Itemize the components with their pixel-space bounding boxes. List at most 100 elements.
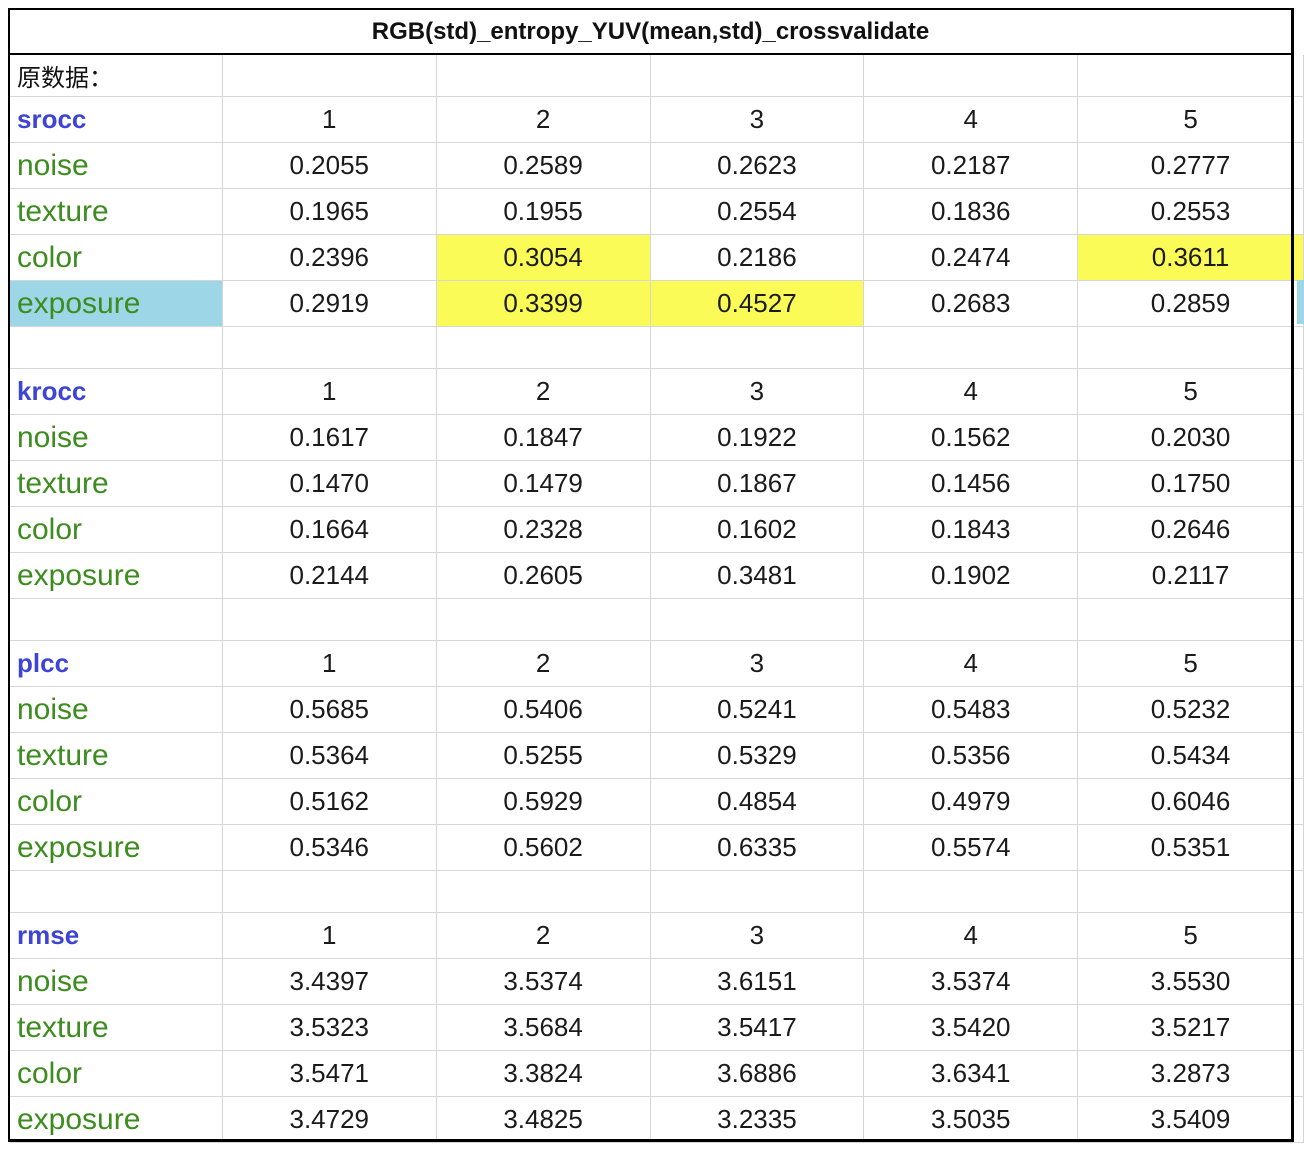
value-cell[interactable]: 0.2553 <box>1078 189 1304 235</box>
value-cell[interactable]: 0.4979 <box>864 779 1079 825</box>
column-header[interactable]: 3 <box>650 641 865 687</box>
value-cell[interactable]: 0.2186 <box>650 235 865 281</box>
value-cell[interactable]: 0.3054 <box>436 235 651 281</box>
value-cell[interactable]: 0.3481 <box>650 553 865 599</box>
value-cell[interactable]: 0.2187 <box>864 143 1079 189</box>
value-cell[interactable]: 0.1470 <box>222 461 437 507</box>
column-header[interactable]: 1 <box>222 369 437 415</box>
value-cell[interactable]: 3.5684 <box>436 1005 651 1051</box>
column-header[interactable]: 5 <box>1078 369 1304 415</box>
column-header[interactable]: 2 <box>436 369 651 415</box>
value-cell[interactable]: 3.5217 <box>1078 1005 1304 1051</box>
value-cell[interactable]: 0.5232 <box>1078 687 1304 733</box>
empty-cell[interactable] <box>222 327 437 369</box>
value-cell[interactable]: 3.2335 <box>650 1097 865 1143</box>
value-cell[interactable]: 3.5374 <box>864 959 1079 1005</box>
value-cell[interactable]: 0.2474 <box>864 235 1079 281</box>
value-cell[interactable]: 0.1664 <box>222 507 437 553</box>
value-cell[interactable]: 0.6046 <box>1078 779 1304 825</box>
empty-cell[interactable] <box>864 871 1079 913</box>
value-cell[interactable]: 0.5255 <box>436 733 651 779</box>
section-name[interactable]: srocc <box>10 97 223 143</box>
value-cell[interactable]: 3.5374 <box>436 959 651 1005</box>
empty-cell[interactable] <box>436 599 651 641</box>
value-cell[interactable]: 0.1602 <box>650 507 865 553</box>
value-cell[interactable]: 3.5035 <box>864 1097 1079 1143</box>
value-cell[interactable]: 3.5323 <box>222 1005 437 1051</box>
value-cell[interactable]: 0.1562 <box>864 415 1079 461</box>
column-header[interactable]: 5 <box>1078 641 1304 687</box>
value-cell[interactable]: 3.2873 <box>1078 1051 1304 1097</box>
value-cell[interactable]: 3.4397 <box>222 959 437 1005</box>
row-label[interactable]: texture <box>10 189 223 235</box>
value-cell[interactable]: 0.2646 <box>1078 507 1304 553</box>
value-cell[interactable]: 0.5162 <box>222 779 437 825</box>
value-cell[interactable]: 0.5406 <box>436 687 651 733</box>
value-cell[interactable]: 0.1836 <box>864 189 1079 235</box>
value-cell[interactable]: 0.1922 <box>650 415 865 461</box>
column-header[interactable]: 3 <box>650 97 865 143</box>
value-cell[interactable]: 0.5364 <box>222 733 437 779</box>
empty-cell[interactable] <box>10 599 223 641</box>
value-cell[interactable]: 3.6886 <box>650 1051 865 1097</box>
sheet-title[interactable]: RGB(std)_entropy_YUV(mean,std)_crossvali… <box>371 17 930 45</box>
value-cell[interactable]: 0.1750 <box>1078 461 1304 507</box>
empty-cell[interactable] <box>436 871 651 913</box>
empty-cell[interactable] <box>1078 599 1304 641</box>
row-label[interactable]: color <box>10 507 223 553</box>
value-cell[interactable]: 0.5241 <box>650 687 865 733</box>
value-cell[interactable]: 0.5434 <box>1078 733 1304 779</box>
row-label[interactable]: color <box>10 235 223 281</box>
value-cell[interactable]: 3.3824 <box>436 1051 651 1097</box>
value-cell[interactable]: 0.2777 <box>1078 143 1304 189</box>
row-label[interactable]: exposure <box>10 825 223 871</box>
value-cell[interactable]: 0.4527 <box>650 281 865 327</box>
value-cell[interactable]: 0.1843 <box>864 507 1079 553</box>
value-cell[interactable]: 0.5346 <box>222 825 437 871</box>
value-cell[interactable]: 0.2589 <box>436 143 651 189</box>
empty-cell[interactable] <box>222 55 437 97</box>
row-label[interactable]: noise <box>10 959 223 1005</box>
empty-cell[interactable] <box>650 871 865 913</box>
value-cell[interactable]: 0.2396 <box>222 235 437 281</box>
empty-cell[interactable] <box>864 599 1079 641</box>
value-cell[interactable]: 0.2605 <box>436 553 651 599</box>
row-label[interactable]: noise <box>10 143 223 189</box>
row-label[interactable]: noise <box>10 415 223 461</box>
row-label[interactable]: color <box>10 779 223 825</box>
empty-cell[interactable] <box>864 327 1079 369</box>
column-header[interactable]: 3 <box>650 369 865 415</box>
value-cell[interactable]: 0.1617 <box>222 415 437 461</box>
column-header[interactable]: 1 <box>222 641 437 687</box>
column-header[interactable]: 4 <box>864 913 1079 959</box>
value-cell[interactable]: 0.5929 <box>436 779 651 825</box>
section-name[interactable]: plcc <box>10 641 223 687</box>
value-cell[interactable]: 3.6151 <box>650 959 865 1005</box>
value-cell[interactable]: 0.2623 <box>650 143 865 189</box>
column-header[interactable]: 3 <box>650 913 865 959</box>
value-cell[interactable]: 0.4854 <box>650 779 865 825</box>
value-cell[interactable]: 0.2144 <box>222 553 437 599</box>
value-cell[interactable]: 0.6335 <box>650 825 865 871</box>
row-label[interactable]: texture <box>10 461 223 507</box>
column-header[interactable]: 2 <box>436 641 651 687</box>
value-cell[interactable]: 0.1847 <box>436 415 651 461</box>
empty-cell[interactable] <box>650 327 865 369</box>
row-label[interactable]: noise <box>10 687 223 733</box>
column-header[interactable]: 2 <box>436 913 651 959</box>
row-label[interactable]: color <box>10 1051 223 1097</box>
value-cell[interactable]: 0.2055 <box>222 143 437 189</box>
column-header[interactable]: 4 <box>864 97 1079 143</box>
empty-cell[interactable] <box>222 599 437 641</box>
value-cell[interactable]: 3.4825 <box>436 1097 651 1143</box>
empty-cell[interactable] <box>650 55 865 97</box>
section-name[interactable]: rmse <box>10 913 223 959</box>
value-cell[interactable]: 0.5483 <box>864 687 1079 733</box>
column-header[interactable]: 1 <box>222 913 437 959</box>
value-cell[interactable]: 0.1867 <box>650 461 865 507</box>
empty-cell[interactable] <box>10 327 223 369</box>
row-label[interactable]: exposure <box>10 281 223 327</box>
column-header[interactable]: 5 <box>1078 97 1304 143</box>
value-cell[interactable]: 3.5420 <box>864 1005 1079 1051</box>
value-cell[interactable]: 0.5685 <box>222 687 437 733</box>
